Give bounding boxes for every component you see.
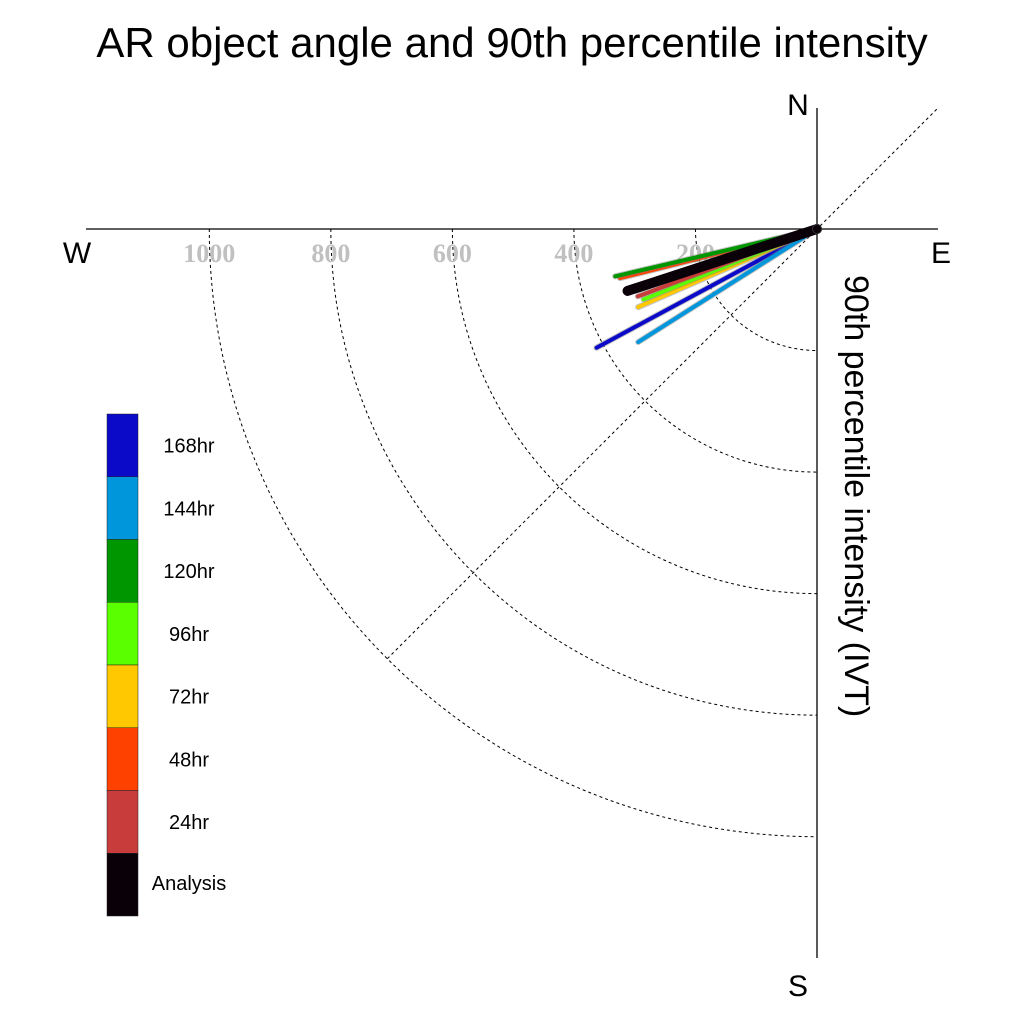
legend-swatch — [106, 476, 139, 540]
series-line-168hr — [594, 227, 819, 350]
compass-south: S — [788, 970, 808, 1003]
origin-marker — [812, 224, 822, 234]
legend-label: Analysis — [152, 873, 226, 895]
legend-swatch — [106, 790, 139, 854]
grid-ring-5 — [208, 228, 818, 838]
radial-tick-label: 1000 — [183, 239, 235, 268]
series-line-analysis — [622, 224, 822, 296]
radial-tick-label: 800 — [311, 239, 350, 268]
legend-swatch — [106, 602, 139, 666]
legend-swatch — [106, 727, 139, 791]
series-lines — [593, 224, 822, 351]
polar-grid — [208, 108, 938, 838]
radial-axis-label: 90th percentile intensity (IVT) — [837, 275, 875, 717]
legend-label: 168hr — [163, 436, 214, 458]
grid-ring-1 — [694, 228, 818, 352]
grid-ring-4 — [330, 228, 818, 716]
chart-title: AR object angle and 90th percentile inte… — [96, 19, 927, 66]
grid-ring-2 — [573, 228, 818, 473]
legend-label: 120hr — [163, 561, 214, 583]
series-line-144hr — [636, 227, 819, 345]
legend-label: 144hr — [163, 498, 214, 520]
legend: 168hr 144hr 120hr 96hr 72hr 48hr 24hr Analysis — [106, 413, 226, 917]
compass-west: W — [63, 237, 92, 270]
legend-label: 48hr — [169, 749, 209, 771]
legend-swatch — [106, 413, 139, 477]
radial-tick-label: 600 — [433, 239, 472, 268]
radial-tick-label: 400 — [554, 239, 593, 268]
legend-label: 96hr — [169, 624, 209, 646]
legend-label: 24hr — [169, 812, 209, 834]
grid-ring-3 — [451, 228, 818, 595]
legend-swatch — [106, 853, 139, 917]
compass-north: N — [787, 89, 809, 122]
legend-swatch — [106, 539, 139, 603]
legend-label: 72hr — [169, 687, 209, 709]
compass-east: E — [931, 237, 951, 270]
grid-diagonal — [386, 108, 938, 660]
legend-swatch — [106, 664, 139, 728]
